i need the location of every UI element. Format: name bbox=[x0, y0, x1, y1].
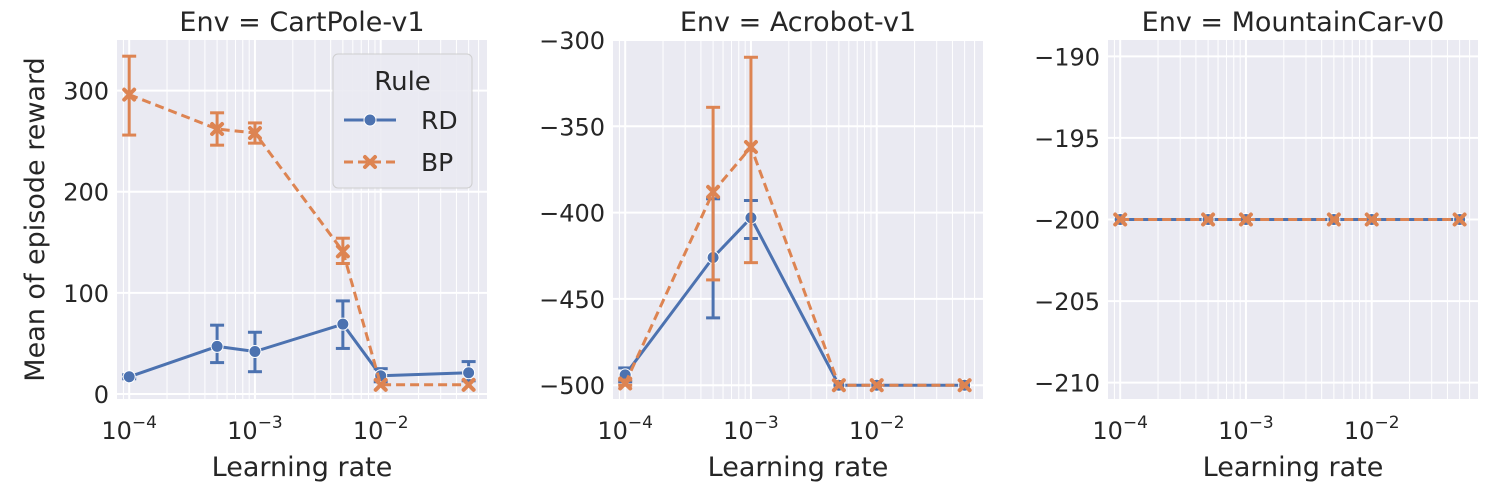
minor-gridlines bbox=[122, 40, 480, 399]
subplot-2: 10−4 10−3 10−2 −500 −450 −400 −350 −300 Env = Ac… bbox=[539, 7, 983, 483]
data-point-bp bbox=[1364, 212, 1379, 227]
y-tick-labels: −500 −450 −400 −350 −300 bbox=[539, 27, 605, 400]
data-point-bp bbox=[743, 140, 758, 155]
subplot-title: Env = Acrobot-v1 bbox=[680, 7, 916, 38]
y-tick-labels: 0 100 200 300 bbox=[63, 78, 109, 409]
x-tick-labels: 10−4 10−3 10−2 bbox=[101, 413, 408, 445]
x-tick-label: 10−4 bbox=[597, 413, 653, 445]
series-layer bbox=[1113, 212, 1467, 227]
series-bp bbox=[618, 55, 972, 393]
data-point-bp bbox=[1238, 212, 1253, 227]
legend-marker-rd bbox=[363, 113, 377, 127]
plot-background bbox=[613, 40, 983, 399]
x-tick-labels: 10−4 10−3 10−2 bbox=[597, 413, 904, 445]
data-point-rd bbox=[248, 344, 262, 358]
legend-label-bp: BP bbox=[421, 148, 453, 177]
data-point-bp bbox=[831, 378, 846, 393]
data-point-bp bbox=[335, 244, 350, 259]
x-tick-labels: 10−4 10−3 10−2 bbox=[1092, 413, 1399, 445]
y-tick-label: 200 bbox=[63, 179, 109, 207]
data-point-rd bbox=[122, 370, 136, 384]
y-tick-label: 100 bbox=[63, 280, 109, 308]
data-point-bp bbox=[122, 87, 137, 102]
series-layer bbox=[618, 55, 972, 393]
y-axis-label: Mean of episode reward bbox=[20, 57, 51, 381]
subplot-1: 10−4 10−3 10−2 0 100 200 300 Env = CartPole-v1 L… bbox=[20, 7, 487, 483]
y-tick-label: −350 bbox=[539, 113, 605, 141]
x-tick-label: 10−3 bbox=[227, 413, 283, 445]
y-tick-label: 0 bbox=[94, 381, 109, 409]
y-tick-label: 300 bbox=[63, 78, 109, 106]
series-layer bbox=[122, 54, 476, 392]
y-tick-label: −400 bbox=[539, 200, 605, 228]
legend-marker-bp bbox=[363, 155, 377, 169]
series-bp bbox=[1113, 212, 1467, 227]
legend: Rule RD BP bbox=[332, 53, 473, 189]
data-point-bp bbox=[1113, 212, 1128, 227]
x-axis-label: Learning rate bbox=[708, 452, 889, 483]
data-point-bp bbox=[247, 126, 262, 141]
data-point-bp bbox=[461, 377, 476, 392]
data-point-bp bbox=[618, 376, 633, 391]
x-tick-label: 10−2 bbox=[1344, 413, 1400, 445]
legend-title: Rule bbox=[374, 67, 431, 97]
x-tick-label: 10−3 bbox=[723, 413, 779, 445]
data-point-rd bbox=[210, 339, 224, 353]
legend-label-rd: RD bbox=[421, 106, 458, 135]
y-tick-label: −450 bbox=[539, 286, 605, 314]
x-tick-label: 10−4 bbox=[1092, 413, 1148, 445]
y-tick-label: −190 bbox=[1034, 43, 1100, 71]
data-point-bp bbox=[1326, 212, 1341, 227]
data-point-bp bbox=[1201, 212, 1216, 227]
subplot-3: 10−4 10−3 10−2 −210 −205 −200 −195 −190 Env = Mo… bbox=[1034, 7, 1478, 483]
y-tick-label: −200 bbox=[1034, 207, 1100, 235]
x-tick-label: 10−2 bbox=[353, 413, 409, 445]
subplot-title: Env = MountainCar-v0 bbox=[1142, 7, 1445, 38]
series-line-bp bbox=[623, 145, 965, 387]
data-point-rd bbox=[336, 317, 350, 331]
data-point-bp bbox=[869, 378, 884, 393]
data-point-bp bbox=[1452, 212, 1467, 227]
series-line-bp bbox=[128, 93, 469, 387]
y-tick-labels: −210 −205 −200 −195 −190 bbox=[1034, 43, 1100, 397]
y-tick-label: −205 bbox=[1034, 288, 1100, 316]
y-tick-label: −210 bbox=[1034, 370, 1100, 398]
y-tick-label: −195 bbox=[1034, 125, 1100, 153]
x-tick-label: 10−2 bbox=[849, 413, 905, 445]
x-axis-label: Learning rate bbox=[212, 452, 393, 483]
series-line-rd bbox=[128, 322, 469, 379]
data-point-bp bbox=[957, 378, 972, 393]
y-tick-label: −500 bbox=[539, 372, 605, 400]
y-tick-label: −300 bbox=[539, 27, 605, 55]
data-point-bp bbox=[706, 184, 721, 199]
data-point-bp bbox=[373, 377, 388, 392]
subplot-title: Env = CartPole-v1 bbox=[179, 7, 424, 38]
x-tick-label: 10−4 bbox=[101, 413, 157, 445]
legend-box bbox=[332, 53, 473, 189]
series-bp bbox=[122, 54, 476, 392]
data-point-rd bbox=[462, 366, 476, 380]
data-point-bp bbox=[210, 121, 225, 136]
x-tick-label: 10−3 bbox=[1218, 413, 1274, 445]
x-axis-label: Learning rate bbox=[1203, 452, 1384, 483]
